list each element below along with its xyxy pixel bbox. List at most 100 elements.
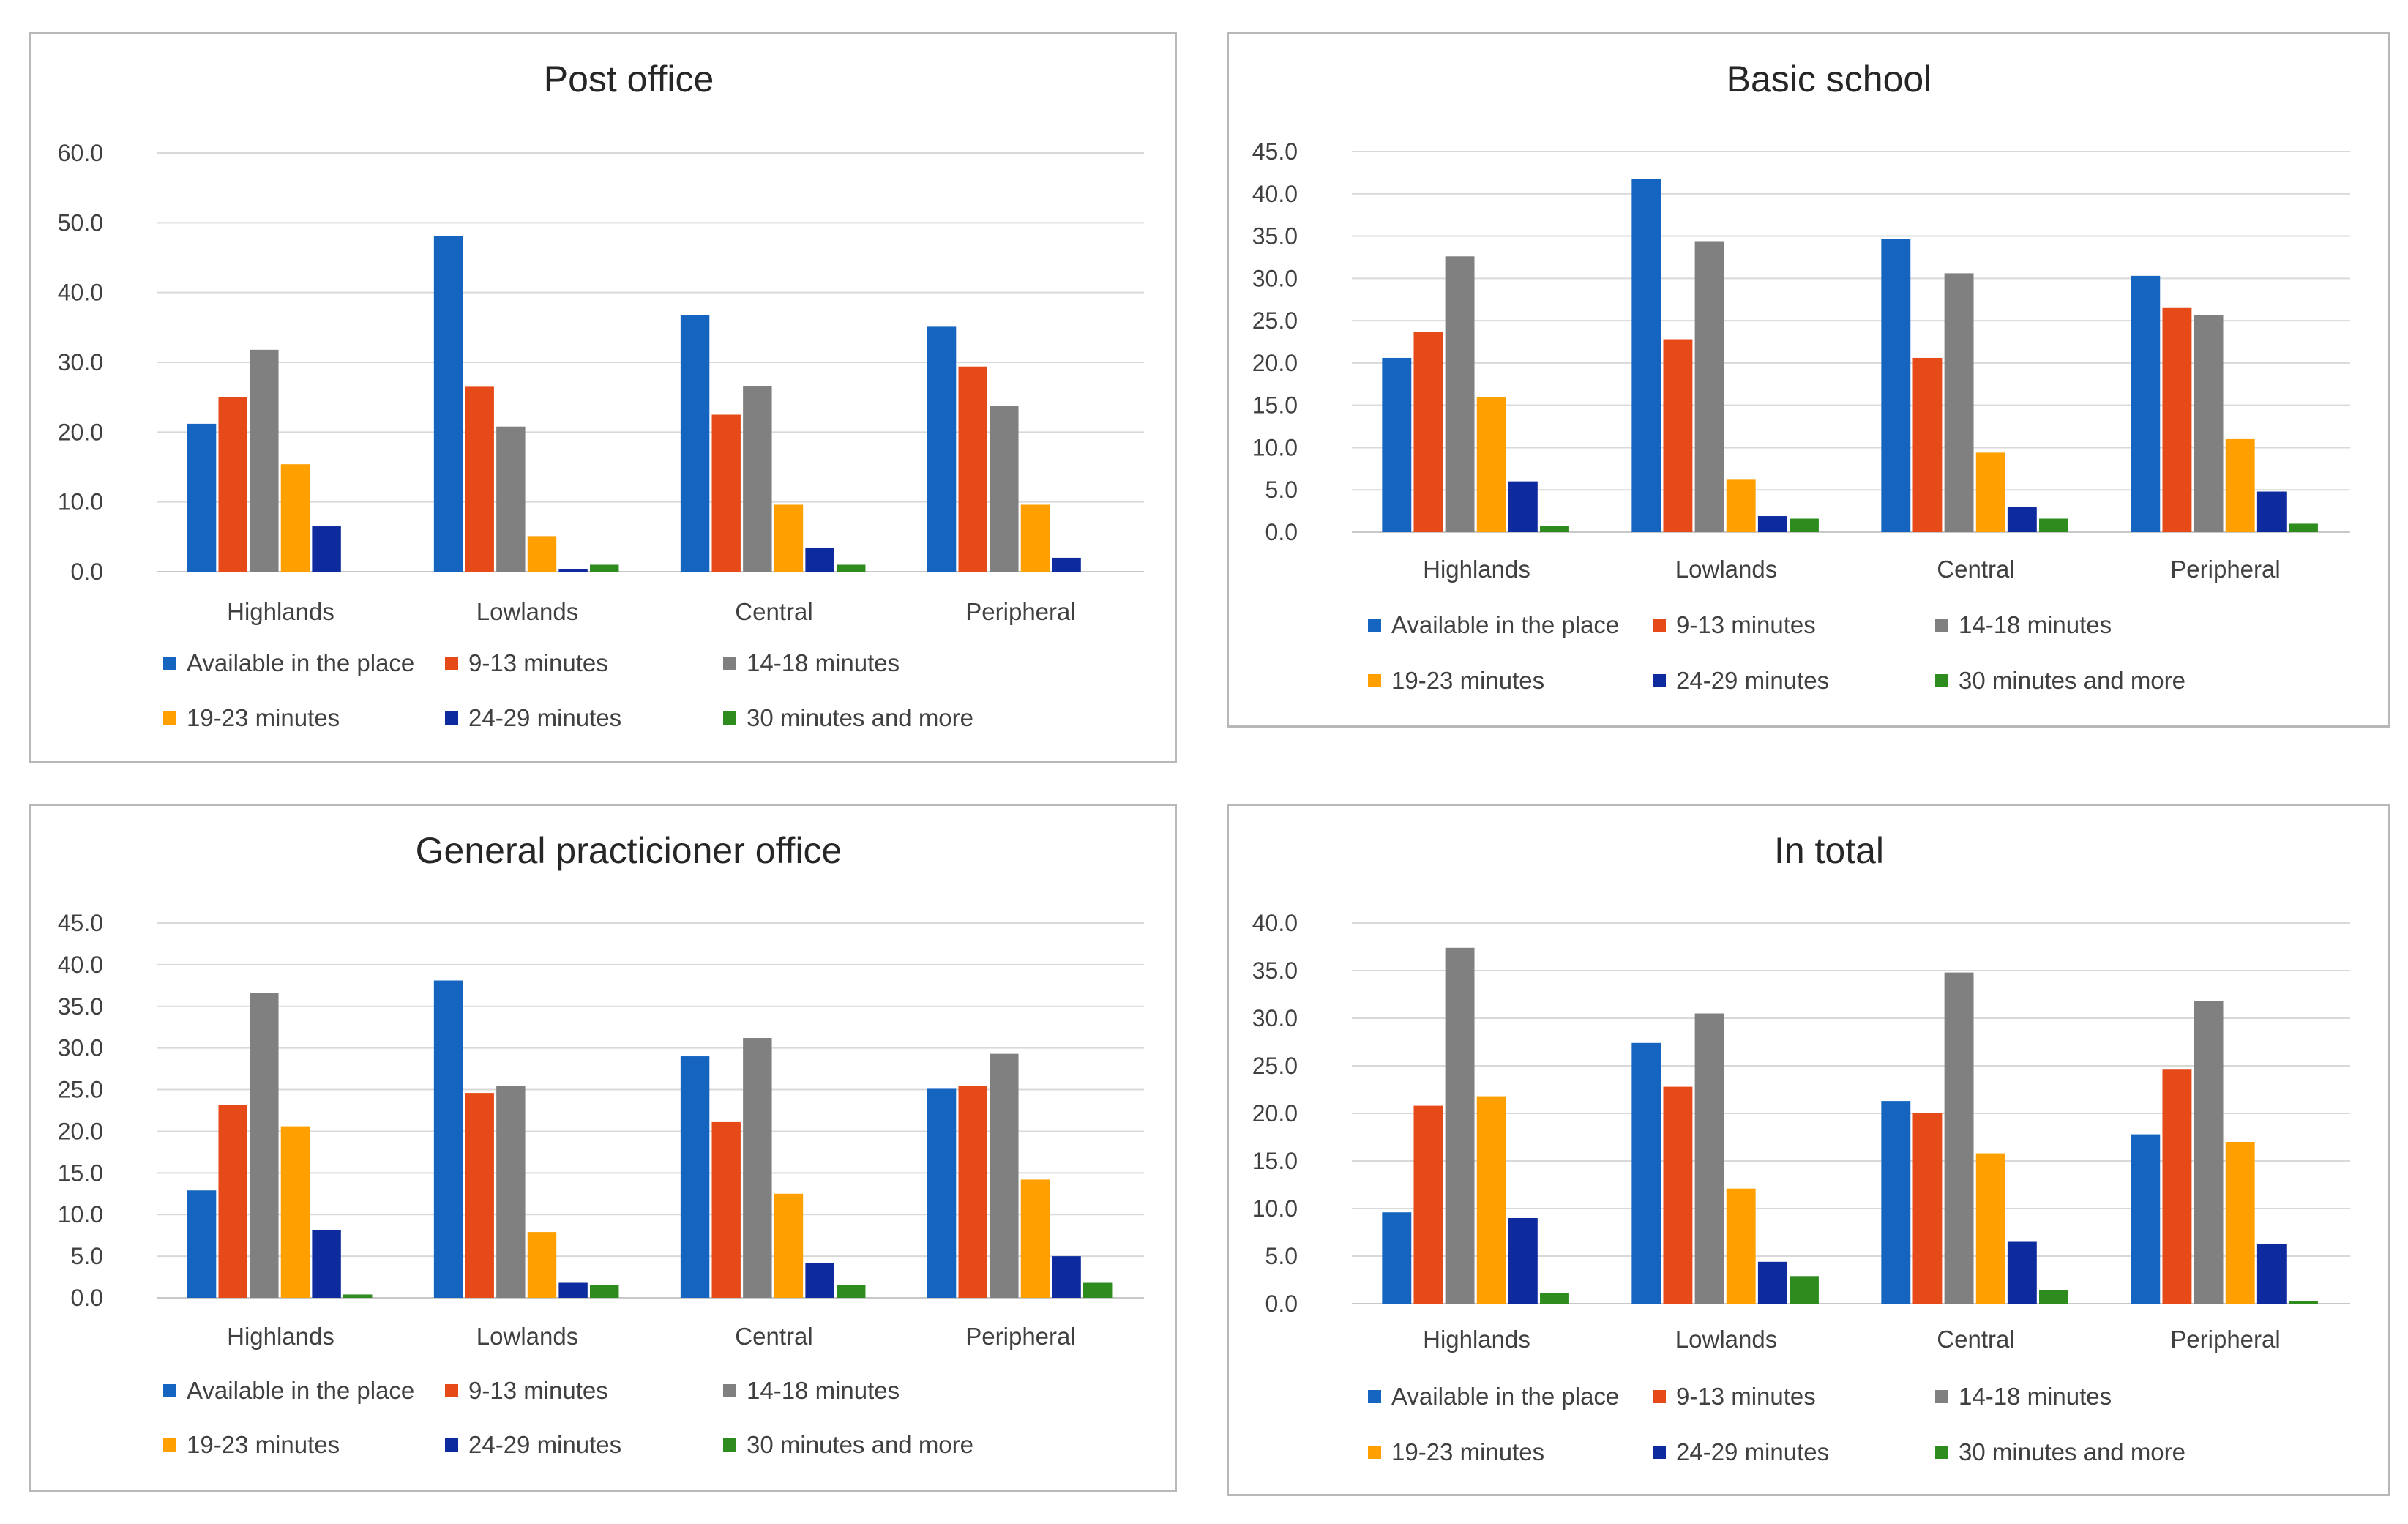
y-tick-label: 40.0 [58,280,103,306]
bar-9-13-minutes-central [1912,357,1943,532]
legend-swatch-9-13-minutes [1653,619,1666,632]
bar-19-23-minutes-lowlands [1726,1188,1756,1304]
bar-24-29-minutes-central [805,1263,834,1298]
category-label: Highlands [1423,556,1530,583]
bar-30-minutes-and-more-central [837,1285,866,1298]
bar-19-23-minutes-highlands [1476,1096,1506,1304]
bar-9-13-minutes-lowlands [465,386,494,572]
chart-title: In total [1774,830,1884,871]
y-tick-label: 0.0 [71,1285,103,1311]
legend-label: Available in the place [187,1377,414,1404]
y-tick-label: 20.0 [1252,1100,1298,1127]
bar-14-18-minutes-peripheral [2194,315,2224,532]
legend-swatch-available-in-the-place [163,657,176,670]
y-tick-label: 5.0 [1265,1243,1298,1269]
bar-30-minutes-and-more-central [837,564,866,572]
bar-9-13-minutes-central [711,414,741,572]
bar-24-29-minutes-lowlands [558,569,588,572]
bar-24-29-minutes-highlands [1508,1218,1538,1304]
legend-swatch-9-13-minutes [1653,1390,1666,1403]
category-label: Lowlands [476,1323,578,1350]
bar-9-13-minutes-central [1912,1113,1943,1304]
y-tick-label: 50.0 [58,209,103,236]
legend-label: 14-18 minutes [1959,1383,2112,1410]
chart-svg: In total 0.0 5.0 10.0 15.0 20.0 25.0 30.0 35.0 40… [1252,830,2350,1465]
chart-svg: Basic school 0.0 5.0 10.0 15.0 20.0 25.0 30.0 35… [1252,59,2350,694]
bar-9-13-minutes-lowlands [1663,1086,1693,1304]
y-tick-label: 20.0 [58,1118,103,1144]
y-tick-label: 20.0 [1252,350,1298,376]
bar-30-minutes-and-more-highlands [343,1294,373,1298]
bar-19-23-minutes-central [1975,452,2005,532]
legend-swatch-19-23-minutes [163,1438,176,1452]
category-label: Highlands [1423,1326,1530,1353]
bar-14-18-minutes-lowlands [1694,241,1724,532]
category-label: Central [735,1323,812,1350]
bar-available-in-the-place-lowlands [1631,1042,1661,1304]
y-tick-label: 0.0 [1265,519,1298,545]
bar-available-in-the-place-highlands [1382,357,1412,532]
bar-available-in-the-place-central [680,315,710,572]
y-tick-label: 5.0 [71,1243,103,1269]
y-tick-label: 10.0 [58,489,103,515]
bar-24-29-minutes-central [2007,1241,2037,1304]
bar-14-18-minutes-lowlands [1694,1013,1724,1304]
legend-label: 19-23 minutes [187,1431,340,1458]
bar-available-in-the-place-central [680,1056,710,1298]
bar-30-minutes-and-more-lowlands [1790,1276,1819,1304]
bar-14-18-minutes-central [1944,972,1974,1304]
category-label: Peripheral [2170,1326,2280,1353]
legend-label: 19-23 minutes [1391,667,1544,694]
legend-swatch-19-23-minutes [163,711,176,725]
legend-label: 24-29 minutes [1676,667,1829,694]
legend-label: 14-18 minutes [1959,611,2112,638]
bar-14-18-minutes-highlands [250,993,279,1298]
bar-14-18-minutes-highlands [1445,947,1475,1304]
bar-24-29-minutes-peripheral [2256,1244,2287,1304]
bar-30-minutes-and-more-peripheral [1083,1282,1113,1298]
bar-9-13-minutes-highlands [1413,332,1443,532]
bar-9-13-minutes-peripheral [958,1086,987,1298]
bar-available-in-the-place-highlands [1382,1212,1412,1304]
bar-24-29-minutes-central [2007,507,2037,532]
category-label: Lowlands [1675,1326,1777,1353]
bar-14-18-minutes-peripheral [990,406,1019,572]
legend-label: Available in the place [1391,611,1619,638]
bar-available-in-the-place-central [1881,1101,1911,1304]
y-tick-label: 10.0 [58,1201,103,1228]
chart-svg: Post office 0.0 10.0 20.0 30.0 40.0 50.0 60.0 Hi… [58,59,1144,731]
legend-swatch-available-in-the-place [1368,1390,1381,1403]
bar-9-13-minutes-lowlands [1663,339,1693,532]
bar-14-18-minutes-lowlands [496,426,526,572]
legend-swatch-14-18-minutes [1935,1390,1948,1403]
bar-30-minutes-and-more-highlands [1540,1293,1569,1304]
y-tick-label: 40.0 [58,952,103,978]
legend-label: 9-13 minutes [1676,611,1816,638]
y-tick-label: 10.0 [1252,434,1298,460]
y-tick-label: 15.0 [1252,392,1298,419]
legend-swatch-30-minutes-and-more [723,1438,736,1452]
legend-swatch-19-23-minutes [1368,1446,1381,1459]
bar-14-18-minutes-central [743,1038,772,1298]
bar-available-in-the-place-peripheral [927,326,957,572]
bar-30-minutes-and-more-central [2039,1290,2068,1304]
bar-14-18-minutes-lowlands [496,1086,526,1298]
category-label: Lowlands [476,598,578,625]
bar-available-in-the-place-peripheral [2131,275,2161,532]
bar-available-in-the-place-lowlands [433,236,463,572]
legend-swatch-9-13-minutes [445,657,458,670]
y-tick-label: 30.0 [1252,265,1298,291]
bar-24-29-minutes-central [805,548,834,572]
y-tick-label: 30.0 [58,1035,103,1061]
category-label: Central [735,598,812,625]
y-tick-label: 25.0 [1252,307,1298,334]
legend-swatch-14-18-minutes [723,657,736,670]
y-tick-label: 0.0 [1265,1290,1298,1317]
legend-swatch-available-in-the-place [163,1384,176,1397]
legend-swatch-19-23-minutes [1368,674,1381,687]
chart-svg: General practicioner office 0.0 5.0 10.0 15.… [58,830,1144,1458]
bar-19-23-minutes-lowlands [527,1232,557,1298]
bar-30-minutes-and-more-lowlands [1790,518,1819,532]
legend-label: 24-29 minutes [468,704,621,731]
bar-19-23-minutes-central [774,1193,804,1298]
